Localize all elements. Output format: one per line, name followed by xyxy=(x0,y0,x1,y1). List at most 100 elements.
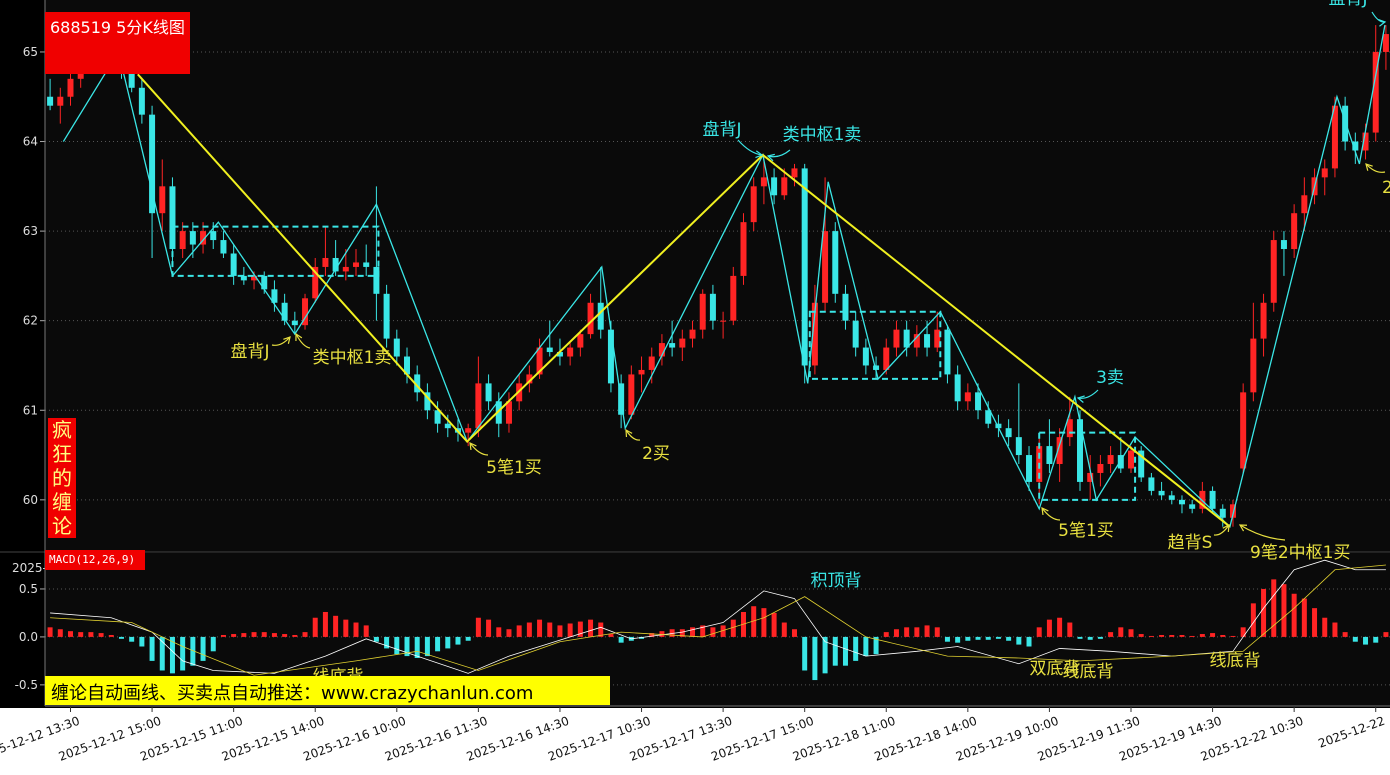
candle-body xyxy=(1158,490,1165,496)
macd-bar xyxy=(57,629,63,637)
macd-bar xyxy=(465,636,471,641)
macd-bar xyxy=(791,629,797,637)
candle-body xyxy=(332,257,339,272)
macd-bar xyxy=(526,622,532,637)
pivot-box xyxy=(1038,431,1137,501)
macd-bar xyxy=(690,627,696,637)
macd-bar xyxy=(292,634,298,637)
macd-bar xyxy=(761,608,767,637)
macd-bar xyxy=(1271,579,1277,637)
macd-bar xyxy=(282,634,288,637)
annotation: 9笔2中枢1买 xyxy=(1250,543,1350,563)
annotation-arrow xyxy=(295,333,311,349)
arrow-head xyxy=(1041,506,1049,516)
candle-body xyxy=(1301,195,1308,214)
macd-bar xyxy=(78,632,84,637)
candle-body xyxy=(913,334,920,348)
annotation: 3卖 xyxy=(1096,368,1124,388)
candle-body xyxy=(210,231,217,241)
annotation-arrow xyxy=(1239,524,1286,541)
annotation: 线底背 xyxy=(1210,651,1261,671)
candle-body xyxy=(1097,464,1104,473)
candle-body xyxy=(556,352,563,357)
candle-body xyxy=(1015,437,1022,456)
candle-body xyxy=(1280,240,1287,250)
macd-bar xyxy=(1301,598,1307,637)
macd-bar xyxy=(322,611,328,637)
annotation-arrow xyxy=(1077,389,1099,399)
macd-bar xyxy=(333,615,339,637)
candle-body xyxy=(220,240,227,254)
candle-body xyxy=(342,266,349,272)
candle-body xyxy=(1046,446,1053,465)
annotation-arrow xyxy=(1041,507,1061,521)
macd-bar xyxy=(904,627,910,637)
macd-bar xyxy=(842,636,848,666)
candle-body xyxy=(1331,105,1338,169)
arrow-head xyxy=(295,332,303,342)
macd-bar xyxy=(373,636,379,642)
candle-body xyxy=(975,392,982,411)
x-tick-label: 2025-12-22 xyxy=(1316,714,1386,751)
candle-body xyxy=(434,410,441,424)
macd-bar xyxy=(679,629,685,637)
candle-body xyxy=(903,329,910,348)
macd-bar xyxy=(1373,636,1379,643)
macd-bar xyxy=(853,636,859,661)
candle-body xyxy=(1148,477,1155,491)
annotation-arrow xyxy=(767,149,791,158)
macd-bar xyxy=(302,632,308,637)
macd-bar xyxy=(180,636,186,671)
macd-bar xyxy=(98,633,104,637)
candle-body xyxy=(1005,428,1012,438)
macd-bar xyxy=(1363,636,1369,645)
candle-body xyxy=(475,383,482,429)
candle-body xyxy=(699,293,706,330)
candle-body xyxy=(271,289,278,303)
macd-bar xyxy=(261,632,267,637)
candle-body xyxy=(1291,213,1298,250)
candle-body xyxy=(138,87,145,115)
pivot-box xyxy=(808,310,942,380)
y-tick-label: 64 xyxy=(23,135,38,149)
macd-bar xyxy=(129,636,135,642)
macd-bar xyxy=(730,619,736,637)
candle-body xyxy=(730,275,737,321)
candle-body xyxy=(1066,419,1073,438)
macd-bar xyxy=(1220,634,1226,637)
candle-body xyxy=(526,374,533,384)
macd-bar xyxy=(1281,584,1287,637)
macd-bar xyxy=(445,636,451,649)
macd-bar xyxy=(924,625,930,637)
macd-bar xyxy=(751,606,757,637)
macd-bar xyxy=(1016,636,1022,645)
annotation-arrow xyxy=(271,336,291,346)
macd-bar xyxy=(384,636,390,649)
candle-body xyxy=(720,320,727,322)
candle-body xyxy=(873,365,880,370)
candle-body xyxy=(1138,450,1145,478)
macd-bar xyxy=(955,636,961,643)
macd-bar xyxy=(516,625,522,637)
candle-body xyxy=(251,275,258,281)
macd-bar xyxy=(251,632,257,637)
candle-body xyxy=(954,374,961,402)
dif-line xyxy=(50,559,1386,674)
macd-bar xyxy=(1322,617,1328,637)
candle-body xyxy=(1229,504,1236,518)
macd-bar xyxy=(220,634,226,637)
macd-bar xyxy=(241,633,247,637)
candle-body xyxy=(302,298,309,326)
macd-bar xyxy=(424,636,430,657)
annotation: 双底背 xyxy=(1030,659,1081,679)
candle-body xyxy=(505,401,512,424)
macd-bar xyxy=(965,636,971,641)
macd-bar xyxy=(1312,608,1318,637)
macd-bar xyxy=(353,622,359,637)
macd-bar xyxy=(231,634,237,637)
macd-bar xyxy=(108,634,114,637)
macd-bar xyxy=(832,636,838,666)
macd-bar xyxy=(1240,627,1246,637)
candle-body xyxy=(189,231,196,245)
macd-bar xyxy=(557,625,563,637)
